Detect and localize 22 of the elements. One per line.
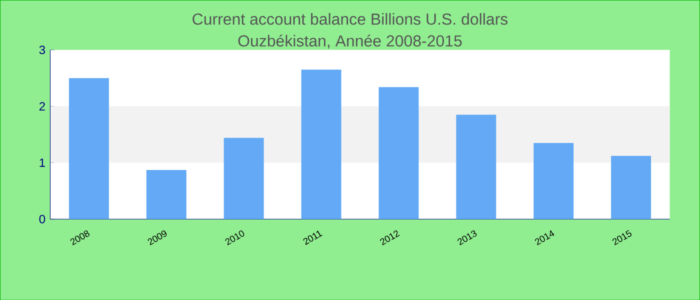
bar (224, 138, 264, 219)
bar (68, 78, 109, 219)
x-tick-label: 2008 (70, 230, 90, 246)
bar (611, 156, 652, 219)
bar (301, 69, 342, 219)
bar (456, 114, 496, 219)
x-tick-label: 2011 (303, 230, 322, 245)
bar (146, 170, 186, 219)
x-tick-label: 2013 (458, 230, 477, 246)
y-tick-label: 2 (39, 102, 45, 110)
chart-title: Current account balance Billions U.S. dollars (192, 12, 508, 25)
y-tick-label: 0 (39, 214, 46, 224)
x-tick-label: 2010 (225, 230, 244, 246)
y-tick-label: 3 (39, 46, 46, 54)
x-tick-label: 2014 (535, 230, 554, 246)
bar (534, 142, 574, 219)
chart-subtitle: Ouzbékistan, Année 2008-2015 (238, 34, 462, 48)
y-tick-label: 1 (40, 158, 45, 167)
x-tick-label: 2015 (612, 230, 632, 246)
bar (378, 86, 419, 219)
x-tick-label: 2009 (148, 230, 167, 246)
x-tick-label: 2012 (380, 230, 400, 246)
